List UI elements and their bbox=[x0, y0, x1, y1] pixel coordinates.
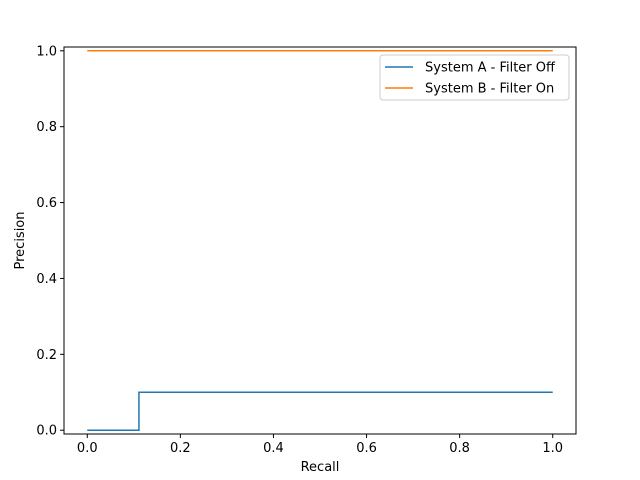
x-tick-label: 0.4 bbox=[263, 441, 284, 456]
x-tick-label: 0.2 bbox=[170, 441, 191, 456]
y-tick-label: 0.0 bbox=[36, 424, 57, 439]
x-tick-label: 0.8 bbox=[449, 441, 470, 456]
legend: System A - Filter Off System B - Filter O… bbox=[379, 54, 570, 101]
x-tick-label: 0.0 bbox=[77, 441, 98, 456]
y-tick-label: 1.0 bbox=[36, 44, 57, 59]
x-axis: 0.0 0.2 0.4 0.6 0.8 1.0 bbox=[77, 434, 563, 456]
series-layer bbox=[87, 50, 553, 431]
x-tick-label: 0.6 bbox=[356, 441, 377, 456]
legend-label-1: System A - Filter Off bbox=[425, 61, 556, 76]
y-tick-label: 0.6 bbox=[36, 196, 57, 211]
y-axis-title: Precision bbox=[13, 211, 28, 269]
y-tick-label: 0.8 bbox=[36, 120, 57, 135]
legend-label-2: System B - Filter On bbox=[425, 82, 554, 97]
series-line-1 bbox=[87, 391, 553, 431]
y-tick-label: 0.4 bbox=[36, 272, 57, 287]
x-axis-title: Recall bbox=[301, 460, 340, 475]
legend-box bbox=[379, 54, 570, 101]
x-tick-label: 1.0 bbox=[542, 441, 563, 456]
y-tick-label: 0.2 bbox=[36, 348, 57, 363]
y-axis: 0.0 0.2 0.4 0.6 0.8 1.0 bbox=[36, 44, 64, 439]
plot-frame bbox=[63, 46, 577, 435]
